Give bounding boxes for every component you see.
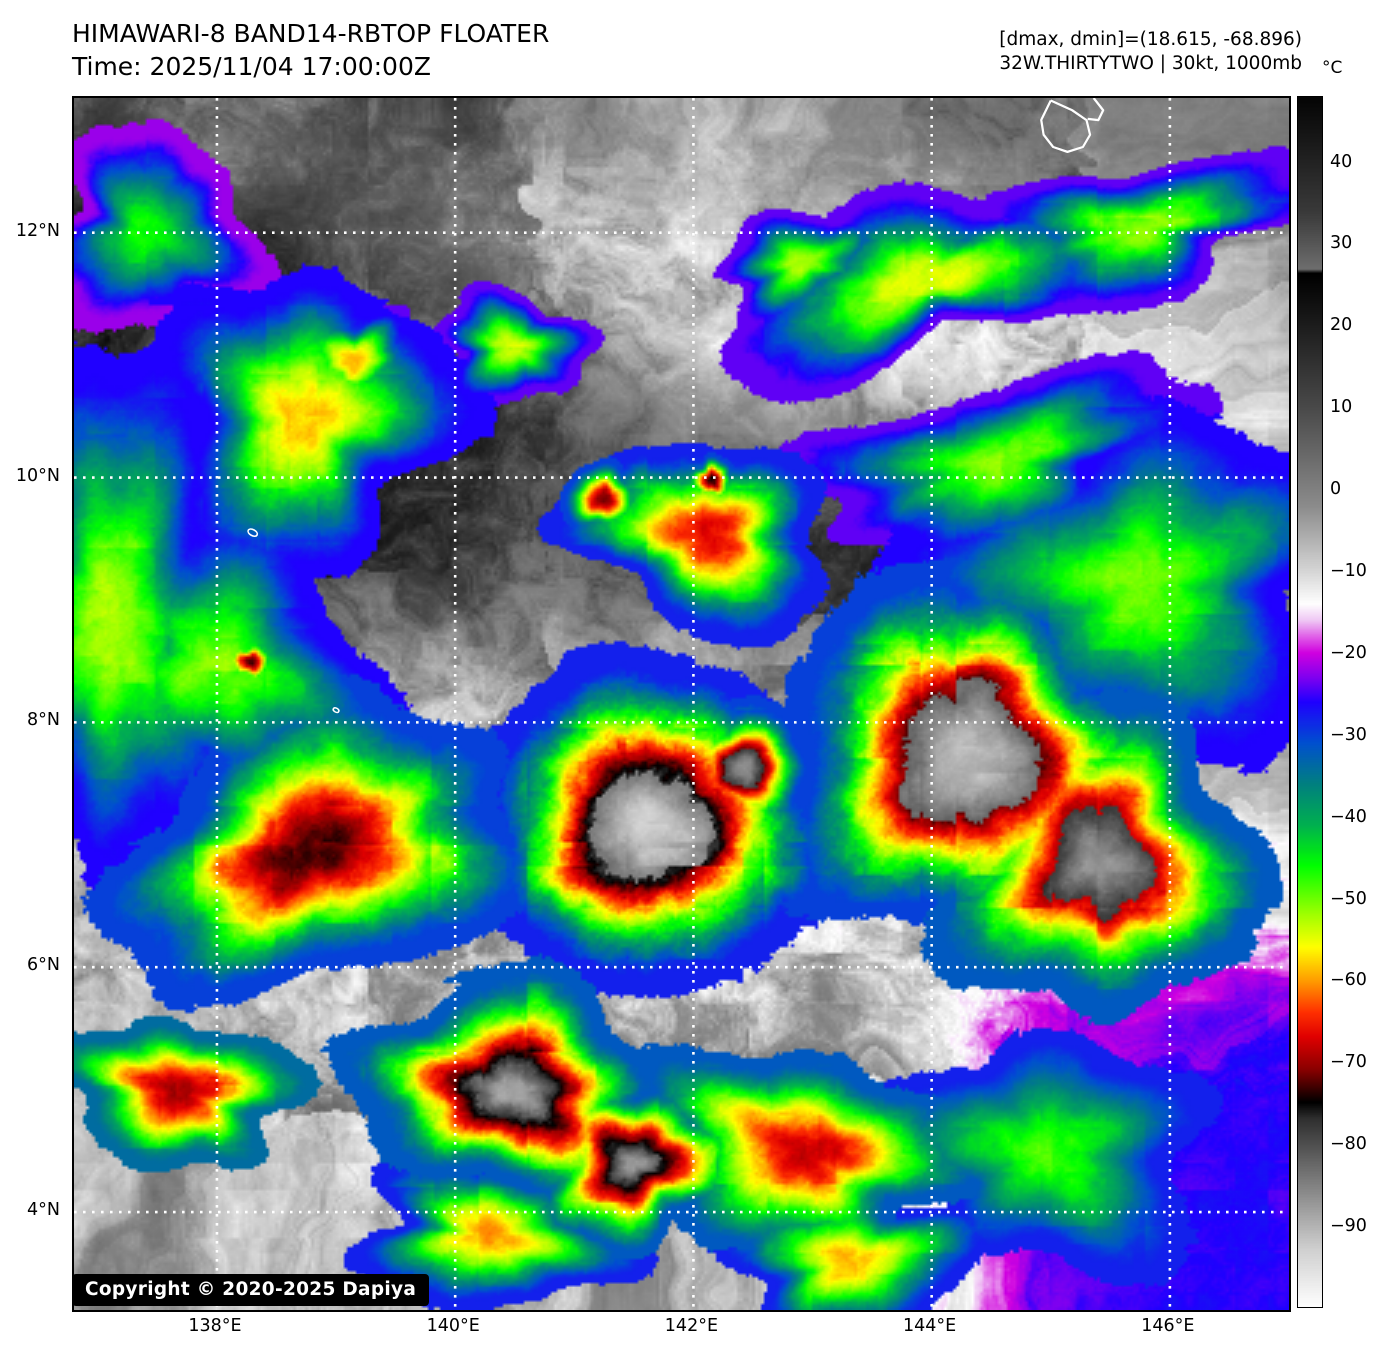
colorbar-tick-minus40: −40 (1330, 806, 1367, 827)
colorbar-gradient (1297, 96, 1323, 1308)
y-axis-tick-10°N: 10°N (15, 465, 60, 486)
satellite-image-panel (72, 96, 1291, 1312)
x-axis-tick-140°E: 140°E (426, 1316, 480, 1336)
y-axis-tick-4°N: 4°N (27, 1200, 60, 1221)
infrared-brightness-temperature-raster (74, 98, 1289, 1310)
colorbar-tick-10: 10 (1330, 397, 1353, 418)
colorbar-tick-30: 30 (1330, 233, 1353, 254)
colorbar-tick-minus80: −80 (1330, 1134, 1367, 1155)
y-axis-tick-12°N: 12°N (15, 220, 60, 241)
storm-info-label: 32W.THIRTYTWO | 30kt, 1000mb (999, 53, 1302, 75)
colorbar-tick-minus20: −20 (1330, 642, 1367, 663)
y-axis-tick-8°N: 8°N (27, 710, 60, 731)
x-axis-tick-138°E: 138°E (188, 1316, 242, 1336)
colorbar-tick-minus90: −90 (1330, 1216, 1367, 1237)
colorbar-tick-0: 0 (1330, 479, 1342, 500)
colorbar-tick-minus60: −60 (1330, 970, 1367, 991)
colorbar-tick-minus50: −50 (1330, 888, 1367, 909)
temperature-colorbar (1297, 96, 1323, 1308)
data-minmax-label: [dmax, dmin]=(18.615, -68.896) (999, 29, 1302, 50)
colorbar-tick-minus10: −10 (1330, 560, 1367, 581)
x-axis-tick-144°E: 144°E (903, 1316, 957, 1336)
colorbar-tick-minus70: −70 (1330, 1052, 1367, 1073)
colorbar-tick-minus30: −30 (1330, 724, 1367, 745)
metadata-block: [dmax, dmin]=(18.615, -68.896) 32W.THIRT… (999, 28, 1302, 77)
page-title: HIMAWARI-8 BAND14-RBTOP FLOATER (72, 19, 550, 48)
copyright-badge: Copyright © 2020-2025 Dapiya (72, 1274, 430, 1306)
colorbar-tick-40: 40 (1330, 151, 1353, 172)
colorbar-unit-label: °C (1322, 58, 1343, 78)
timestamp-line: Time: 2025/11/04 17:00:00Z (72, 51, 431, 81)
title-block: HIMAWARI-8 BAND14-RBTOP FLOATER Time: 20… (72, 18, 549, 83)
x-axis-tick-142°E: 142°E (664, 1316, 719, 1336)
y-axis-tick-6°N: 6°N (27, 955, 60, 976)
colorbar-tick-20: 20 (1330, 315, 1353, 336)
x-axis-tick-146°E: 146°E (1141, 1316, 1195, 1336)
